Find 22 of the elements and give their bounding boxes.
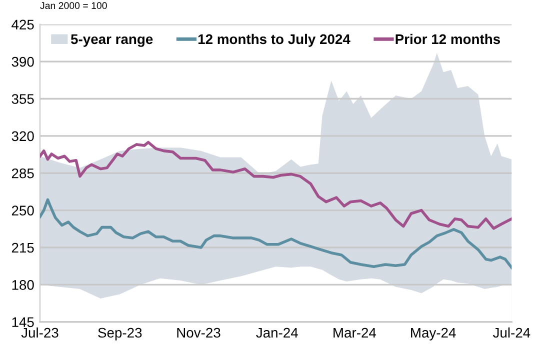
legend-label: 12 months to July 2024 [198, 34, 350, 47]
y-tick-label: 180 [12, 280, 34, 290]
x-tick-label: Sep-23 [98, 328, 142, 340]
x-tick-label: Jul-24 [492, 327, 530, 338]
y-tick-label: 355 [12, 94, 34, 104]
legend-label: 5-year range [70, 34, 153, 47]
y-tick-label: 390 [12, 56, 34, 67]
x-tick-label: Mar-24 [334, 328, 376, 338]
y-tick-label: 145 [12, 317, 34, 328]
y-tick-label: 215 [12, 242, 34, 253]
y-tick-label: 320 [12, 131, 34, 142]
x-tick-label: Jan-24 [256, 328, 298, 338]
y-tick-label: 250 [12, 206, 34, 216]
y-tick-label: 285 [12, 168, 34, 178]
legend-label: Prior 12 months [396, 34, 500, 44]
y-axis-title: Jan 2000 = 100 [40, 2, 107, 10]
line-series [40, 140, 512, 230]
line-series [40, 198, 512, 270]
x-tick-label: Nov-23 [177, 328, 220, 338]
y-tick-label: 425 [12, 20, 34, 30]
x-tick-label: May-24 [411, 328, 456, 340]
x-tick-label: Jul-23 [21, 327, 58, 338]
